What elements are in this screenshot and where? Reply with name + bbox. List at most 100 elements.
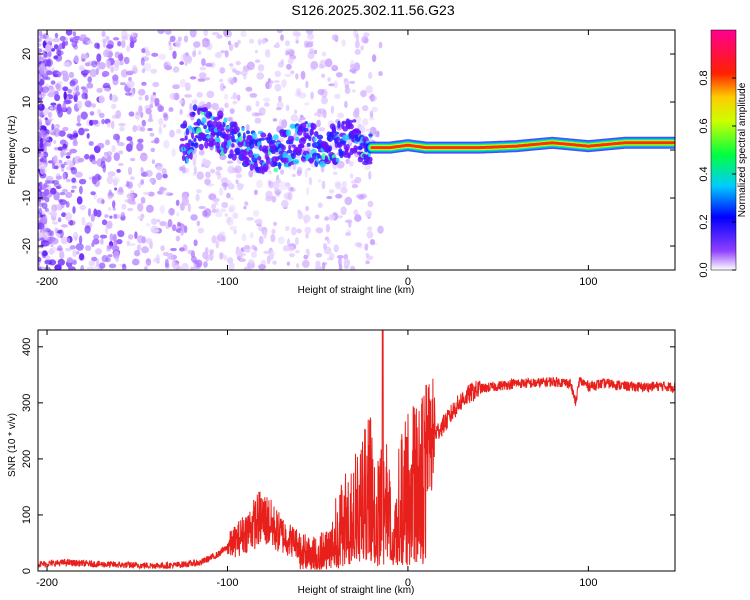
spectrogram-noise-blob [120,40,126,48]
spectrogram-noise-blob [267,78,271,83]
spectrogram-noise-blob [163,113,169,121]
spectrogram-noise-blob [204,77,211,81]
spectrogram-noise-blob [214,51,222,59]
snr-y-tick-label: 200 [21,450,33,468]
spectrogram-noise-blob [96,87,103,93]
spectrogram-ridge-blob [278,162,282,170]
spectrogram-noise-blob [355,40,360,49]
spectrogram-noise-blob [146,223,151,227]
spectrogram-noise-blob [287,245,294,252]
spectrogram-noise-blob [65,178,71,183]
spectrogram-noise-blob [162,112,168,118]
spectrogram-ridge-blob [258,137,266,141]
spectrogram-noise-blob [81,58,86,62]
spectrogram-ridge-blob [208,112,212,118]
spectrogram-noise-blob [377,225,384,234]
spectrogram-noise-blob [41,86,50,93]
spectrogram-noise-blob [137,216,143,220]
spectrogram-noise-blob [88,260,96,267]
spectrogram-ridge-blob [203,124,208,130]
spectrogram-noise-blob [276,30,283,34]
spectrogram-noise-blob [184,61,188,66]
spectrogram-noise-blob [172,50,177,60]
spectrogram-noise-blob [258,235,264,245]
spectrogram-noise-blob [84,62,91,67]
spectrogram-noise-blob [249,93,258,98]
spectrogram-noise-blob [69,219,73,226]
spectrogram-noise-blob [290,70,295,75]
spectrogram-noise-blob [80,34,87,39]
spectrogram-noise-blob [116,168,121,173]
spectrogram-noise-blob [138,105,143,114]
spectrogram-noise-blob [327,77,331,82]
spectrogram-noise-blob [333,244,339,253]
spectrogram-y-tick-label: 10 [21,96,33,108]
spectrogram-noise-blob [56,185,62,190]
spectrogram-band-layer [370,141,675,150]
spectrogram-noise-blob [135,111,141,116]
spectrogram-noise-blob [49,230,54,237]
spectrogram-noise-blob [297,166,303,175]
spectrogram-noise-blob [144,94,149,101]
spectrogram-noise-blob [358,123,362,128]
spectrogram-noise-blob [357,194,365,200]
spectrogram-ridge-blob [223,117,228,124]
spectrogram-noise-blob [42,214,48,223]
spectrogram-ridge-blob [304,127,309,132]
spectrogram-ridge-blob [237,142,244,146]
spectrogram-ridge-blob [257,156,262,161]
spectrogram-noise-blob [38,266,42,270]
spectrogram-noise-blob [192,159,197,167]
spectrogram-noise-blob [176,128,182,134]
spectrogram-noise-blob [158,118,164,126]
spectrogram-noise-blob [146,204,154,213]
spectrogram-noise-blob [127,70,136,74]
spectrogram-noise-blob [218,231,226,237]
spectrogram-noise-blob [165,30,172,35]
spectrogram-noise-blob [360,90,367,98]
spectrogram-ridge-blob [345,144,350,151]
spectrogram-noise-blob [205,62,213,67]
spectrogram-noise-blob [81,216,86,226]
spectrogram-noise-blob [323,243,327,250]
spectrogram-noise-blob [38,250,43,254]
spectrogram-noise-blob [39,165,46,175]
spectrogram-noise-blob [99,262,106,269]
spectrogram-noise-blob [81,92,87,100]
spectrogram-noise-blob [172,66,180,73]
spectrogram-noise-blob [277,61,284,68]
spectrogram-noise-blob [54,32,59,39]
spectrogram-noise-blob [306,187,310,195]
spectrogram-noise-blob [226,160,234,164]
spectrogram-ridge [179,104,675,175]
figure-title: S126.2025.302.11.56.G23 [291,2,454,18]
spectrogram-noise-blob [326,195,333,200]
spectrogram-noise-blob [203,261,208,268]
spectrogram-noise-blob [38,162,43,166]
spectrogram-noise-blob [328,214,336,221]
spectrogram-noise-blob [196,189,202,194]
spectrogram-ridge-blob [292,159,300,165]
spectrogram-noise-blob [59,199,67,205]
spectrogram-noise-blob [378,41,383,49]
spectrogram-noise-blob [94,42,99,49]
spectrogram-noise-blob [119,61,124,66]
spectrogram-noise-blob [45,43,51,53]
spectrogram-noise-blob [72,31,77,37]
spectrogram-ridge-blob [347,152,351,159]
spectrogram-noise-blob [150,147,156,153]
spectrogram-noise-blob [80,86,86,90]
spectrogram-noise-blob [246,217,254,221]
spectrogram-noise-blob [44,196,50,203]
spectrogram-noise-blob [83,53,88,60]
spectrogram-noise-blob [369,110,374,119]
spectrogram-ridge-blob [295,136,300,142]
spectrogram-noise-blob [169,129,175,138]
spectrogram-noise-blob [218,187,224,196]
spectrogram-noise-blob [47,236,56,243]
spectrogram-noise-blob [72,139,78,147]
spectrogram-noise-blob [38,115,43,123]
spectrogram-noise-blob [272,260,277,265]
spectrogram-noise-blob [99,112,105,119]
spectrogram-noise-blob [143,265,149,270]
